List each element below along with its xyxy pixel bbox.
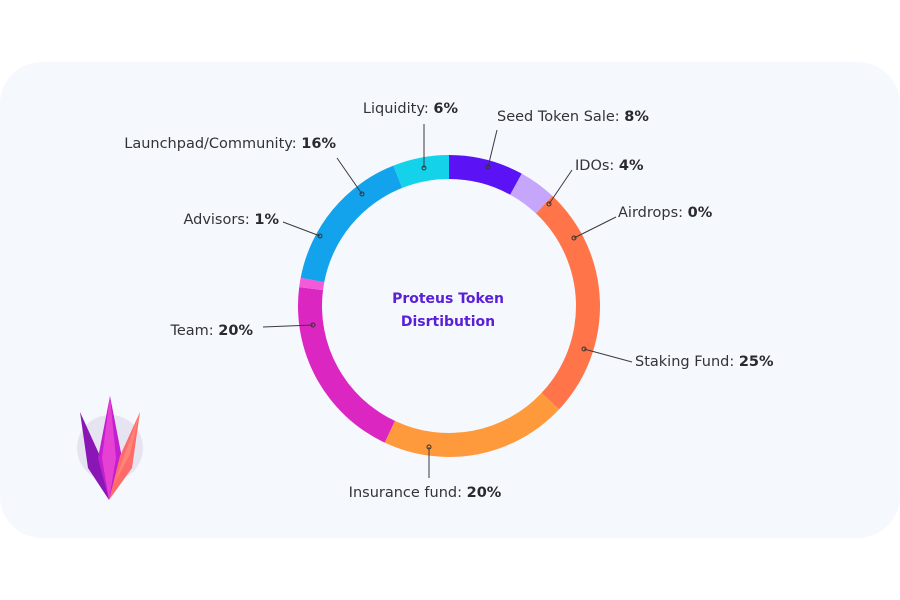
chart-card [0, 62, 900, 538]
label-advisors: Advisors: 1% [183, 212, 279, 228]
label-team: Team: 20% [169, 323, 253, 339]
slice-team [297, 287, 395, 443]
slice-seed-token-sale [449, 155, 522, 195]
leader-line-idos [548, 169, 573, 205]
label-staking-fund: Staking Fund: 25% [635, 354, 774, 370]
label-liquidity: Liquidity: 6% [363, 101, 459, 117]
leader-dot-launchpad-community [359, 191, 365, 197]
leader-dot-liquidity [421, 165, 427, 171]
leader-line-airdrops [573, 216, 617, 239]
label-airdrops: Airdrops: 0% [618, 205, 713, 221]
slice-advisors [299, 277, 325, 291]
slice-insurance-fund [384, 392, 560, 458]
center-title-line-2: Disrtibution [401, 314, 495, 330]
label-insurance-fund: Insurance fund: 20% [349, 485, 502, 501]
label-idos: IDOs: 4% [575, 158, 644, 174]
label-launchpad-community: Launchpad/Community: 16% [124, 136, 336, 152]
slice-staking-fund [535, 195, 600, 410]
crown-icon [77, 396, 143, 500]
leader-dot-airdrops [571, 235, 577, 241]
slice-idos [510, 173, 553, 214]
leader-line-launchpad-community [336, 157, 363, 195]
leader-line-seed-token-sale [487, 129, 498, 168]
leader-line-advisors [282, 221, 321, 237]
leader-dot-seed-token-sale [485, 164, 491, 170]
leader-dot-staking-fund [581, 346, 587, 352]
slice-launchpad-community [300, 165, 403, 283]
leader-dot-advisors [317, 233, 323, 239]
label-seed-token-sale: Seed Token Sale: 8% [497, 109, 649, 125]
center-title-line-1: Proteus Token [392, 291, 504, 307]
leader-line-staking-fund [583, 348, 633, 363]
leader-dot-insurance-fund [426, 444, 432, 450]
leader-dot-team [310, 322, 316, 328]
slice-liquidity [393, 155, 449, 188]
leader-dot-idos [546, 201, 552, 207]
leader-line-team [262, 324, 314, 328]
